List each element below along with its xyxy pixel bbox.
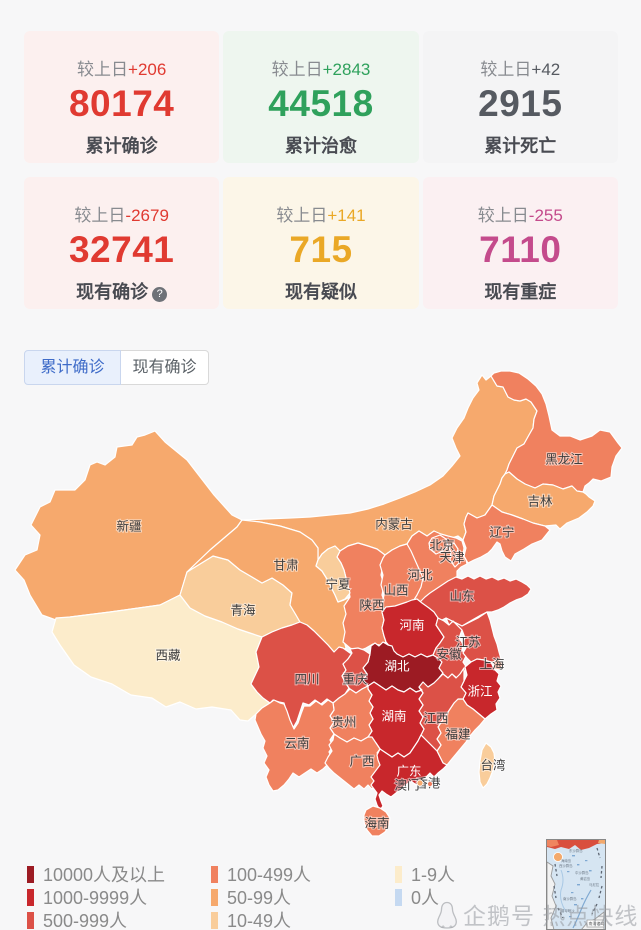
svg-text:东沙群岛: 东沙群岛 xyxy=(569,848,583,853)
svg-text:海南: 海南 xyxy=(364,815,389,830)
svg-text:青海: 青海 xyxy=(230,602,256,617)
svg-text:黑龙江: 黑龙江 xyxy=(545,452,583,466)
svg-text:中沙群岛: 中沙群岛 xyxy=(575,870,589,875)
svg-text:台湾: 台湾 xyxy=(480,757,505,772)
svg-text:陕西: 陕西 xyxy=(359,597,384,612)
svg-text:黄岩岛: 黄岩岛 xyxy=(580,876,591,881)
svg-text:西沙群岛: 西沙群岛 xyxy=(559,863,573,868)
svg-text:南海诸岛: 南海诸岛 xyxy=(589,920,605,926)
svg-text:贵州: 贵州 xyxy=(331,715,356,729)
svg-text:湖南: 湖南 xyxy=(381,708,406,723)
svg-text:广东: 广东 xyxy=(396,764,421,778)
svg-text:江西: 江西 xyxy=(423,711,448,725)
svg-text:湖北: 湖北 xyxy=(384,658,410,673)
svg-text:河南: 河南 xyxy=(399,617,424,632)
svg-text:西藏: 西藏 xyxy=(155,648,181,662)
svg-text:重庆: 重庆 xyxy=(342,671,368,686)
svg-text:曾母暗沙: 曾母暗沙 xyxy=(561,908,575,913)
svg-text:天津: 天津 xyxy=(439,550,464,564)
svg-text:北京: 北京 xyxy=(429,538,454,552)
svg-text:上海: 上海 xyxy=(479,656,505,671)
svg-text:澳门: 澳门 xyxy=(394,777,419,792)
svg-text:吉林: 吉林 xyxy=(527,494,553,508)
svg-text:海南岛: 海南岛 xyxy=(561,858,572,863)
svg-text:福建: 福建 xyxy=(445,726,471,741)
svg-text:山西: 山西 xyxy=(383,583,408,597)
svg-text:辽宁: 辽宁 xyxy=(489,524,514,539)
svg-text:马尼拉: 马尼拉 xyxy=(589,882,600,887)
svg-text:安徽: 安徽 xyxy=(436,646,462,661)
svg-text:南沙群岛: 南沙群岛 xyxy=(563,896,577,901)
svg-text:甘肃: 甘肃 xyxy=(273,558,298,572)
svg-text:浙江: 浙江 xyxy=(467,683,492,698)
svg-text:宁夏: 宁夏 xyxy=(325,576,351,591)
svg-text:新疆: 新疆 xyxy=(116,518,141,533)
svg-text:四川: 四川 xyxy=(294,672,319,686)
svg-text:江苏: 江苏 xyxy=(455,634,480,649)
svg-text:广西: 广西 xyxy=(349,754,374,768)
svg-text:山东: 山东 xyxy=(449,589,474,603)
svg-text:云南: 云南 xyxy=(284,735,309,750)
svg-text:内蒙古: 内蒙古 xyxy=(375,516,413,531)
svg-text:河北: 河北 xyxy=(407,568,433,582)
